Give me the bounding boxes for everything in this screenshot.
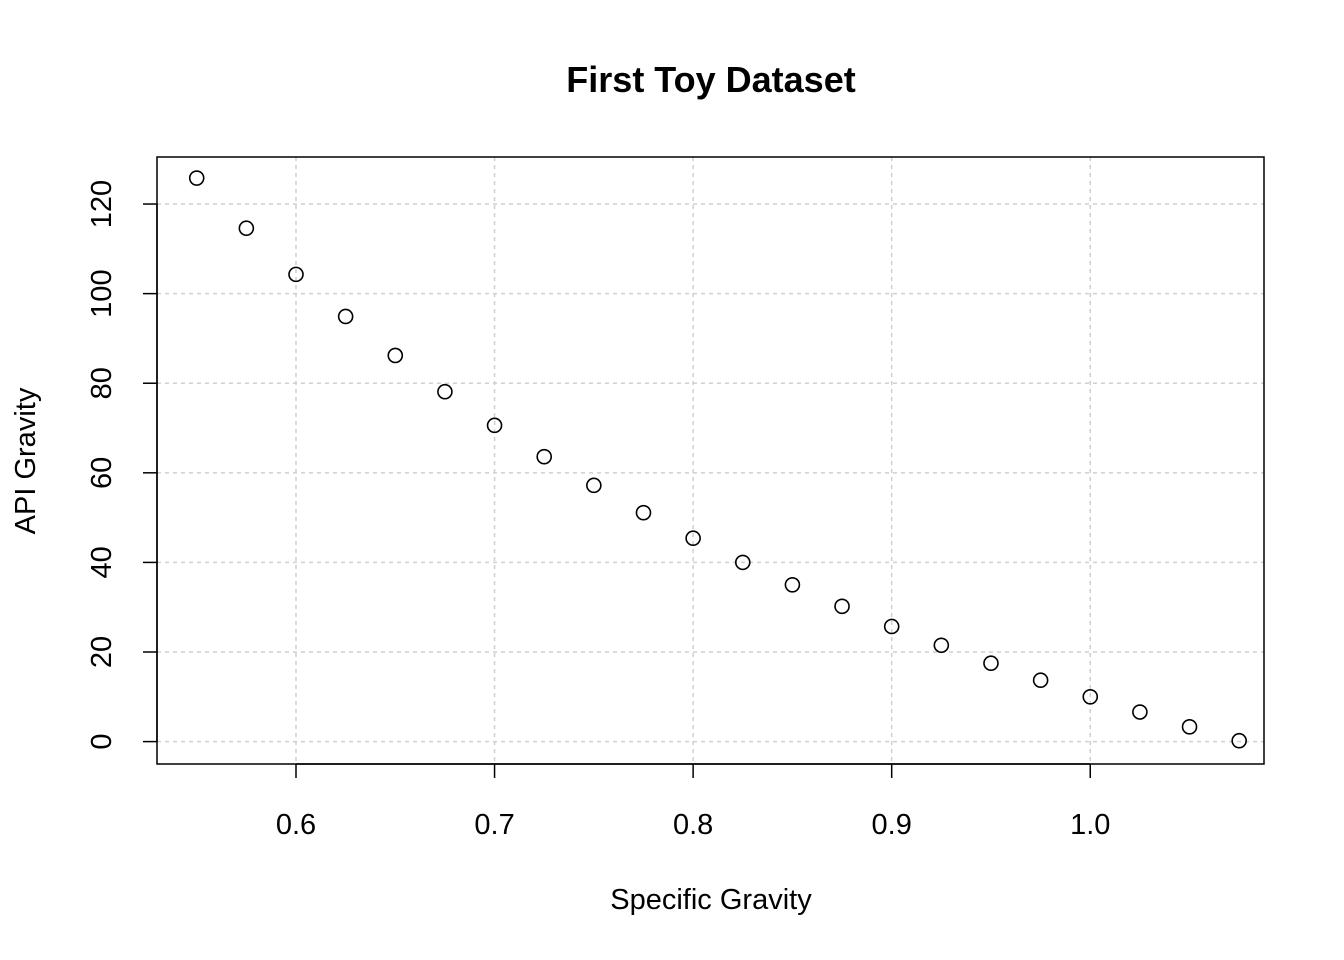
- y-tick-label: 0: [86, 734, 118, 750]
- y-tick-label: 120: [86, 180, 118, 228]
- data-point: [883, 618, 900, 635]
- data-points: [188, 170, 1247, 749]
- x-axis-label: Specific Gravity: [610, 884, 812, 916]
- data-point: [685, 530, 701, 547]
- y-axis: 0 20 40 60 80 100 120: [86, 180, 158, 750]
- grid: [157, 157, 1264, 764]
- data-point: [536, 448, 553, 465]
- data-point: [238, 220, 255, 237]
- x-axis: 0.6 0.7 0.8 0.9 1.0: [276, 763, 1110, 841]
- data-point: [1132, 704, 1148, 720]
- plot-frame: [156, 156, 1265, 765]
- data-point: [188, 170, 205, 186]
- data-point: [1032, 672, 1049, 689]
- data-point: [586, 477, 602, 494]
- data-point: [1231, 732, 1247, 749]
- x-tick-label: 0.7: [474, 809, 514, 841]
- data-point: [288, 266, 304, 283]
- data-point: [437, 383, 453, 400]
- data-point: [834, 598, 850, 615]
- data-point: [1082, 689, 1099, 705]
- data-point: [933, 637, 950, 654]
- data-point: [486, 417, 503, 434]
- data-point: [1181, 719, 1198, 735]
- y-tick-label: 80: [86, 367, 118, 399]
- x-tick-label: 0.9: [872, 809, 912, 841]
- data-point: [983, 655, 999, 672]
- chart-title: First Toy Dataset: [566, 59, 855, 100]
- y-tick-label: 40: [86, 546, 118, 578]
- x-tick-label: 1.0: [1070, 809, 1110, 841]
- data-point: [387, 347, 404, 364]
- y-tick-label: 60: [86, 457, 118, 489]
- data-point: [734, 554, 751, 571]
- data-point: [635, 504, 652, 521]
- data-point: [784, 577, 801, 593]
- x-tick-label: 0.8: [673, 809, 713, 841]
- y-axis-label: API Gravity: [10, 387, 42, 534]
- y-tick-label: 20: [86, 636, 118, 668]
- data-point: [337, 308, 354, 325]
- x-tick-label: 0.6: [276, 809, 316, 841]
- y-tick-label: 100: [86, 269, 118, 317]
